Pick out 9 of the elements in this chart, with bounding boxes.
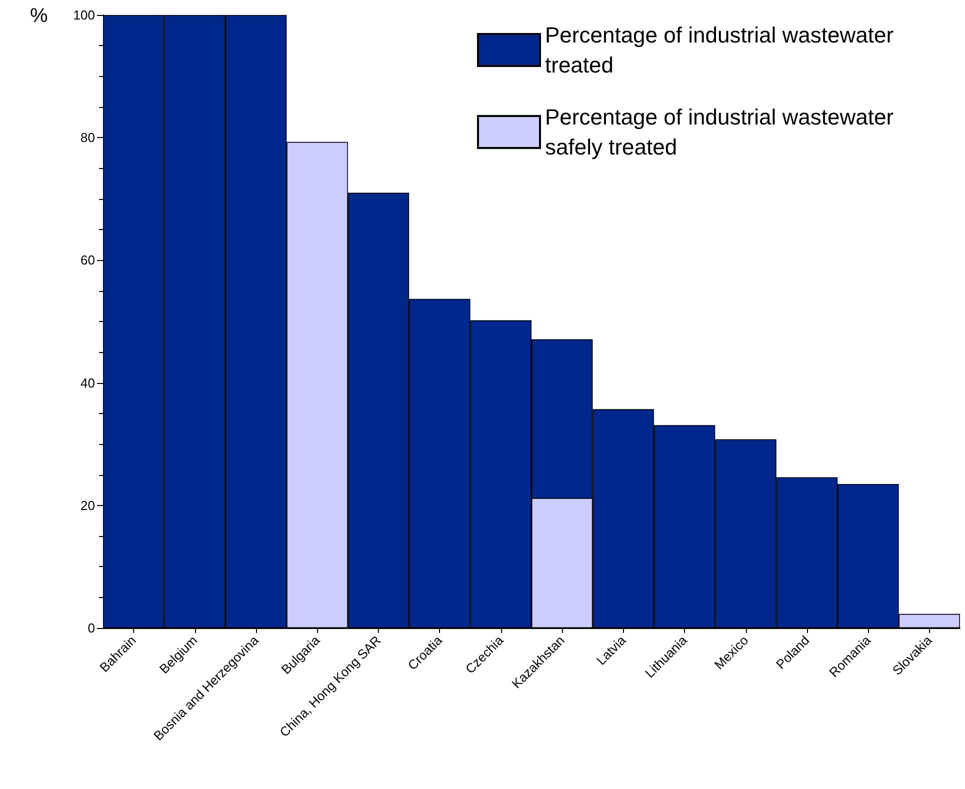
y-axis-title: %: [30, 5, 48, 27]
y-tick-label: 80: [80, 130, 95, 146]
y-tick-label: 100: [73, 8, 95, 22]
y-tick-label: 40: [80, 375, 95, 390]
y-tick-label: 20: [80, 498, 95, 513]
legend-label: Percentage of industrial wastewater safely treated: [545, 104, 900, 160]
y-tick-label: 60: [80, 252, 95, 268]
legend-label: Percentage of industrial wastewater treated: [545, 22, 900, 78]
y-tick-label: 0: [88, 620, 95, 636]
